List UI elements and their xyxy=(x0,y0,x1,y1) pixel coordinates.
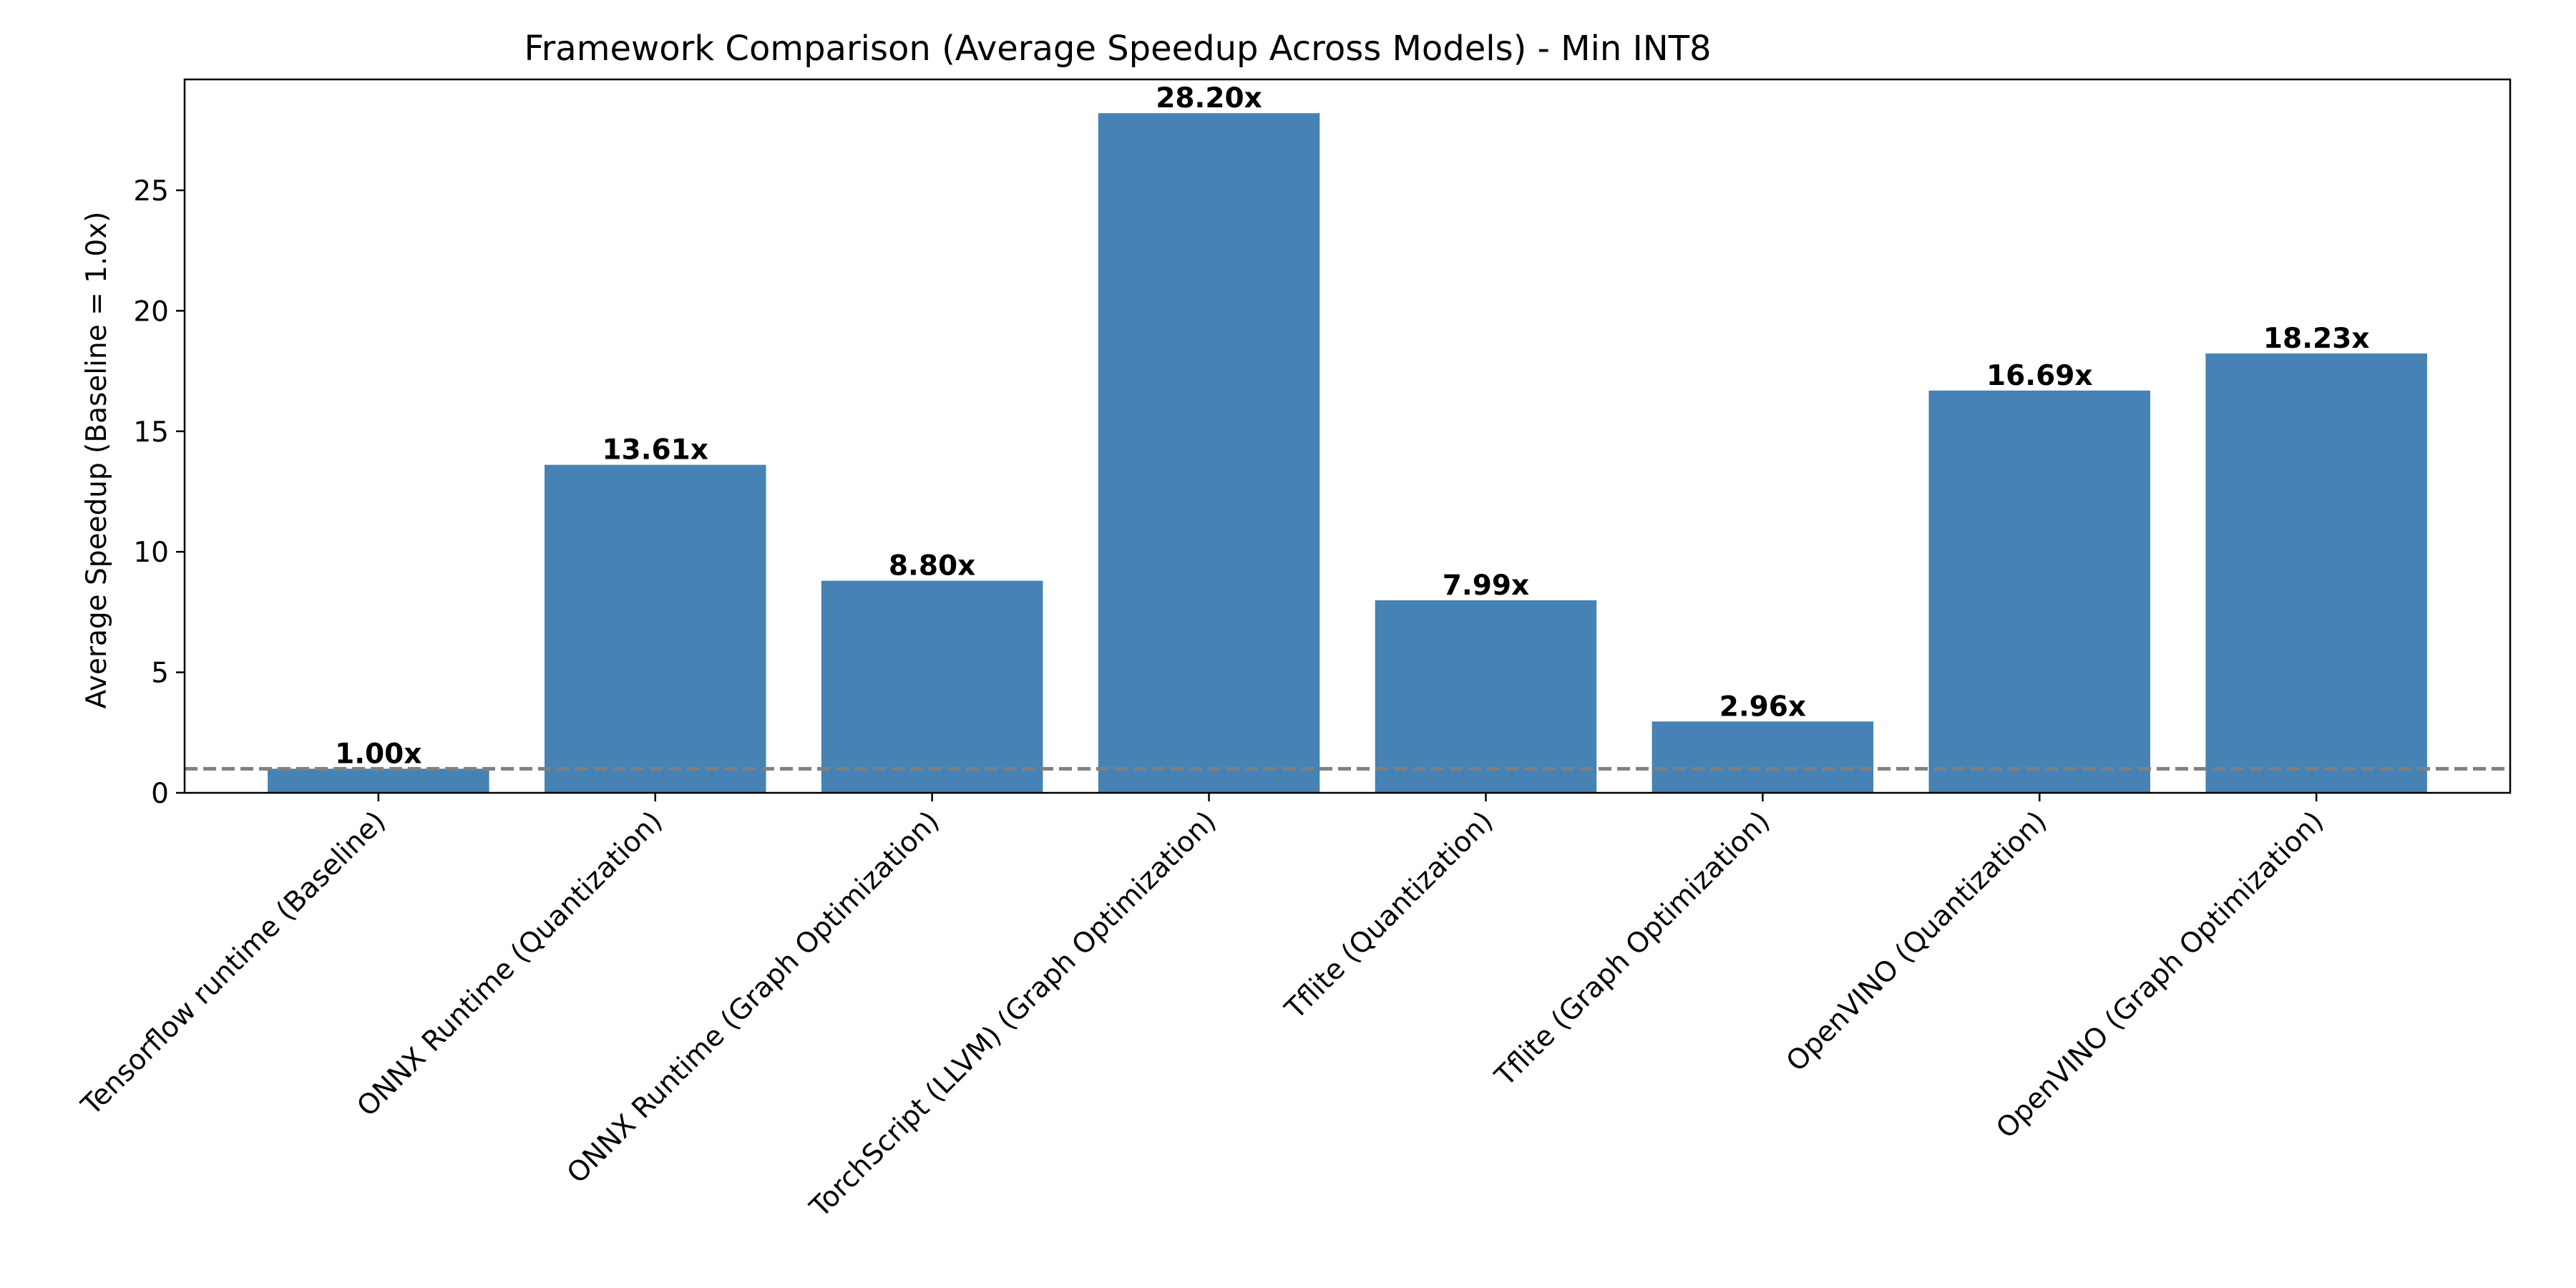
x-tick-label: Tflite (Graph Optimization) xyxy=(1488,805,1776,1093)
y-tick-label: 5 xyxy=(151,658,169,690)
y-tick-label: 20 xyxy=(133,296,169,328)
bar xyxy=(1928,390,2150,793)
bar xyxy=(1098,113,1320,793)
axes-frame xyxy=(183,78,2512,794)
x-tick-label: OpenVINO (Graph Optimization) xyxy=(1990,805,2330,1145)
bar xyxy=(1652,721,1874,793)
bar-value-label: 13.61x xyxy=(602,434,708,467)
y-tick-label: 15 xyxy=(133,416,169,449)
bar xyxy=(821,580,1043,793)
bar-value-label: 16.69x xyxy=(1986,360,2093,392)
x-tick-label: Tensorflow runtime (Baseline) xyxy=(75,805,392,1122)
bar-value-label: 8.80x xyxy=(889,550,975,582)
y-axis-label: Average Speedup (Baseline = 1.0x) xyxy=(81,211,113,708)
bar xyxy=(545,464,766,793)
bar-value-label: 18.23x xyxy=(2263,323,2370,355)
bar xyxy=(2205,353,2427,793)
bar xyxy=(1375,600,1597,793)
chart-title: Framework Comparison (Average Speedup Ac… xyxy=(524,29,1711,69)
y-tick-label: 25 xyxy=(133,175,169,208)
bar xyxy=(268,769,489,793)
y-tick-label: 0 xyxy=(151,778,169,810)
bar-value-label: 1.00x xyxy=(335,738,421,770)
plot-area: 0 5 10 15 20 25 Tensorflow runtime (Baseline) 1… xyxy=(75,78,2512,1224)
bar-value-label: 28.20x xyxy=(1156,82,1262,114)
bar-value-label: 2.96x xyxy=(1719,691,1806,723)
bar-value-label: 7.99x xyxy=(1443,570,1529,602)
x-tick-label: Tflite (Quantization) xyxy=(1279,805,1500,1026)
x-tick-label: OpenVINO (Quantization) xyxy=(1780,805,2053,1078)
y-tick-label: 10 xyxy=(133,537,169,569)
x-tick-label: ONNX Runtime (Quantization) xyxy=(351,805,669,1123)
